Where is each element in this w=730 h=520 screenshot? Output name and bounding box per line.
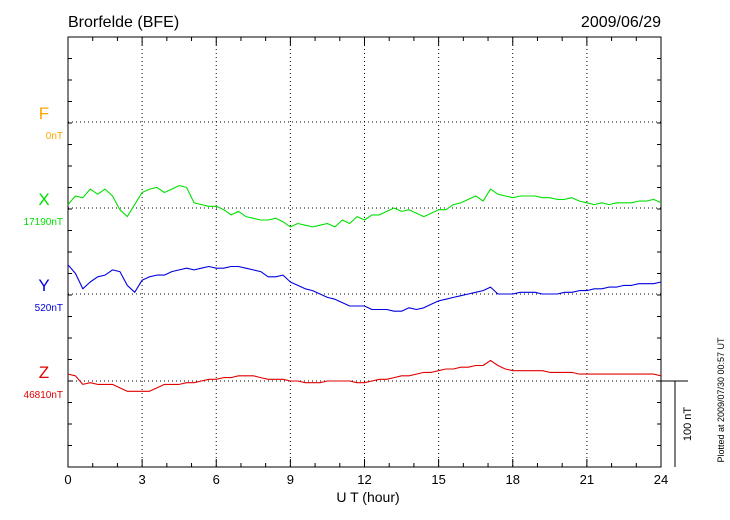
series-name-z: Z	[39, 363, 49, 382]
series-line-y	[67, 264, 662, 312]
chart-title: Brorfelde (BFE)	[68, 14, 179, 31]
chart-date: 2009/06/29	[581, 14, 661, 31]
scale-bar-label: 100 nT	[682, 407, 694, 442]
series-baseline-z: 46810nT	[24, 390, 63, 401]
series-name-x: X	[38, 190, 49, 209]
x-tick-label: 6	[213, 472, 220, 487]
series-baseline-y: 520nT	[35, 303, 63, 314]
series-line-z	[67, 359, 662, 392]
x-tick-label: 15	[431, 472, 445, 487]
plotted-note: Plotted at 2009/07/30 00:57 UT	[716, 337, 726, 463]
series-baseline-f: 0nT	[46, 131, 63, 142]
series-name-f: F	[39, 104, 49, 123]
x-tick-label: 21	[580, 472, 594, 487]
grid	[68, 37, 661, 467]
x-tick-label: 18	[506, 472, 520, 487]
series-baseline-x: 17190nT	[24, 217, 63, 228]
x-tick-label: 24	[654, 472, 668, 487]
x-tick-label: 0	[64, 472, 71, 487]
x-tick-label: 9	[287, 472, 294, 487]
x-tick-label: 12	[357, 472, 371, 487]
series-labels: F 0nT X 17190nT Y 520nT Z 46810nT	[24, 104, 63, 401]
x-tick-labels: 0 3 6 9 12 15 18 21 24	[64, 472, 668, 487]
series-lines	[67, 185, 662, 392]
axis-ticks	[67, 37, 662, 467]
x-axis-label: U T (hour)	[336, 489, 399, 505]
series-line-x	[67, 185, 662, 228]
scale-bar: 100 nT	[661, 380, 694, 467]
series-name-y: Y	[38, 276, 49, 295]
x-tick-label: 3	[139, 472, 146, 487]
